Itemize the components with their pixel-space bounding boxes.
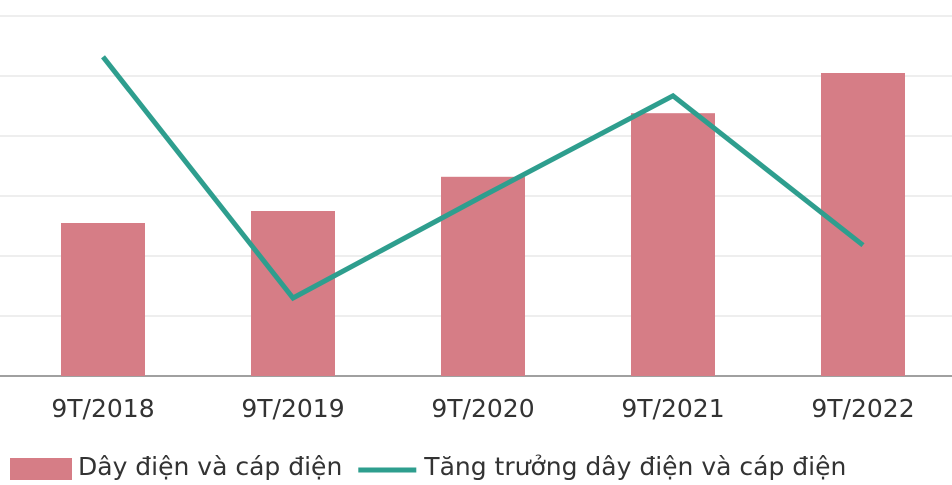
x-tick-label: 9T/2018 [51, 394, 154, 423]
x-tick-label: 9T/2020 [431, 394, 534, 423]
bar [251, 211, 335, 376]
bar [61, 223, 145, 376]
x-tick-label: 9T/2021 [621, 394, 724, 423]
x-tick-label: 9T/2022 [811, 394, 914, 423]
legend-label: Tăng trưởng dây điện và cáp điện [423, 452, 846, 481]
bar [631, 113, 715, 376]
legend-swatch [10, 458, 72, 480]
x-tick-label: 9T/2019 [241, 394, 344, 423]
bar [441, 176, 525, 376]
legend-label: Dây điện và cáp điện [78, 452, 342, 481]
line [101, 55, 865, 302]
